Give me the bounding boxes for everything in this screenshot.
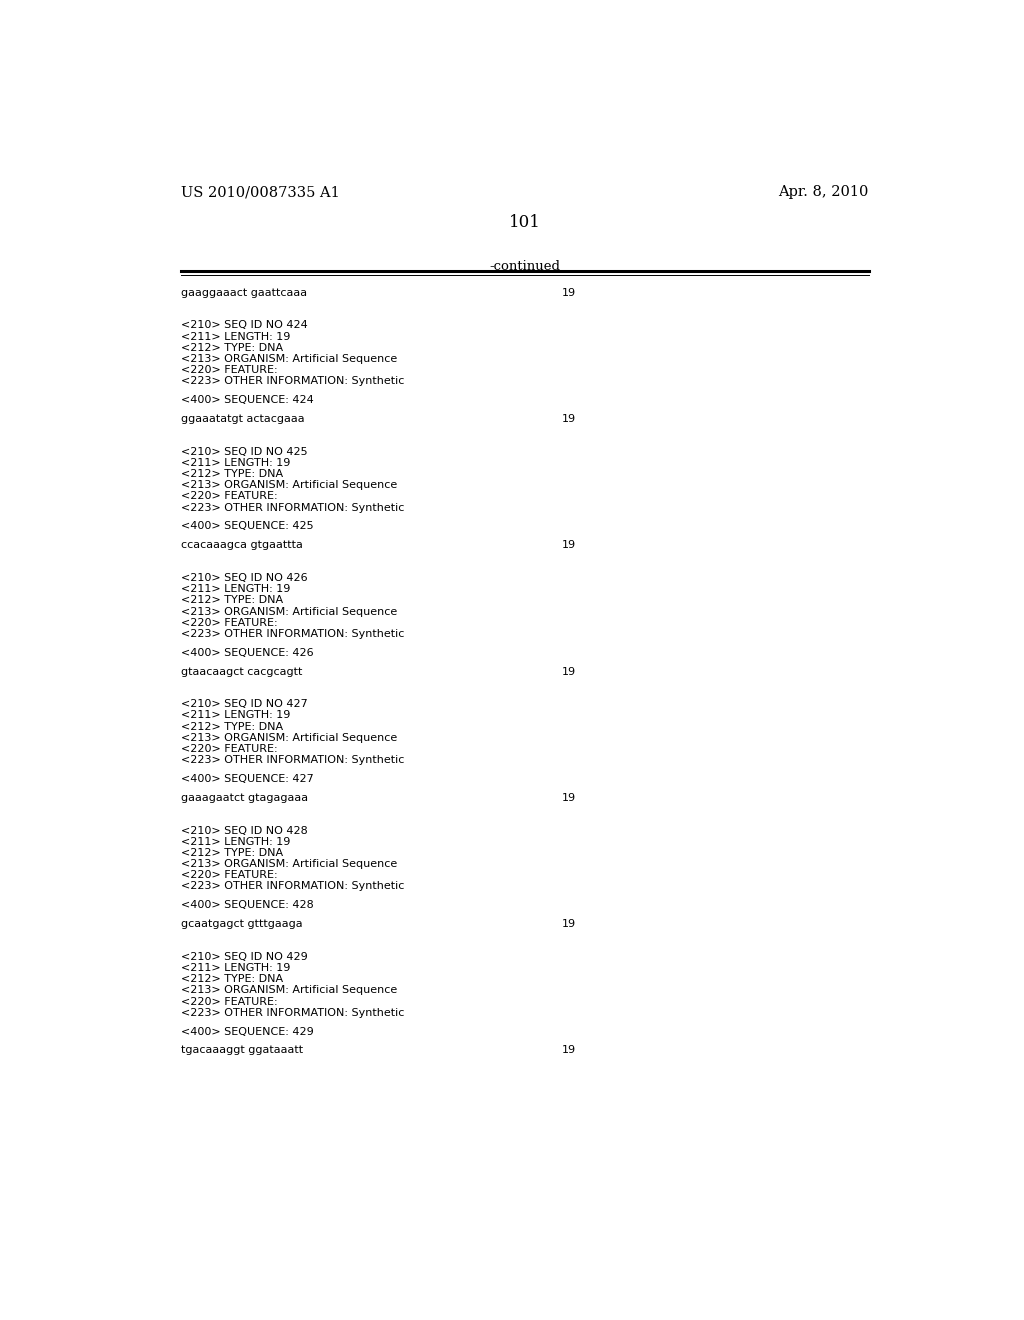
Text: <220> FEATURE:: <220> FEATURE: (180, 744, 278, 754)
Text: <213> ORGANISM: Artificial Sequence: <213> ORGANISM: Artificial Sequence (180, 859, 397, 869)
Text: <210> SEQ ID NO 427: <210> SEQ ID NO 427 (180, 700, 307, 709)
Text: <210> SEQ ID NO 429: <210> SEQ ID NO 429 (180, 952, 307, 962)
Text: US 2010/0087335 A1: US 2010/0087335 A1 (180, 185, 339, 199)
Text: <211> LENGTH: 19: <211> LENGTH: 19 (180, 710, 290, 721)
Text: <400> SEQUENCE: 426: <400> SEQUENCE: 426 (180, 648, 313, 657)
Text: 19: 19 (562, 540, 577, 550)
Text: <211> LENGTH: 19: <211> LENGTH: 19 (180, 837, 290, 846)
Text: <213> ORGANISM: Artificial Sequence: <213> ORGANISM: Artificial Sequence (180, 733, 397, 743)
Text: <220> FEATURE:: <220> FEATURE: (180, 997, 278, 1007)
Text: <210> SEQ ID NO 425: <210> SEQ ID NO 425 (180, 446, 307, 457)
Text: <212> TYPE: DNA: <212> TYPE: DNA (180, 974, 283, 985)
Text: <210> SEQ ID NO 428: <210> SEQ ID NO 428 (180, 825, 307, 836)
Text: <220> FEATURE:: <220> FEATURE: (180, 618, 278, 628)
Text: <220> FEATURE:: <220> FEATURE: (180, 491, 278, 502)
Text: gaaggaaact gaattcaaa: gaaggaaact gaattcaaa (180, 288, 307, 298)
Text: <213> ORGANISM: Artificial Sequence: <213> ORGANISM: Artificial Sequence (180, 985, 397, 995)
Text: 19: 19 (562, 919, 577, 929)
Text: gaaagaatct gtagagaaa: gaaagaatct gtagagaaa (180, 793, 308, 803)
Text: <220> FEATURE:: <220> FEATURE: (180, 366, 278, 375)
Text: <213> ORGANISM: Artificial Sequence: <213> ORGANISM: Artificial Sequence (180, 480, 397, 490)
Text: <400> SEQUENCE: 429: <400> SEQUENCE: 429 (180, 1027, 313, 1036)
Text: tgacaaaggt ggataaatt: tgacaaaggt ggataaatt (180, 1045, 303, 1056)
Text: 19: 19 (562, 667, 577, 677)
Text: <223> OTHER INFORMATION: Synthetic: <223> OTHER INFORMATION: Synthetic (180, 882, 404, 891)
Text: <223> OTHER INFORMATION: Synthetic: <223> OTHER INFORMATION: Synthetic (180, 376, 404, 387)
Text: <213> ORGANISM: Artificial Sequence: <213> ORGANISM: Artificial Sequence (180, 354, 397, 364)
Text: <211> LENGTH: 19: <211> LENGTH: 19 (180, 331, 290, 342)
Text: <223> OTHER INFORMATION: Synthetic: <223> OTHER INFORMATION: Synthetic (180, 1007, 404, 1018)
Text: <400> SEQUENCE: 425: <400> SEQUENCE: 425 (180, 521, 313, 532)
Text: 19: 19 (562, 1045, 577, 1056)
Text: ggaaatatgt actacgaaa: ggaaatatgt actacgaaa (180, 414, 304, 424)
Text: ccacaaagca gtgaattta: ccacaaagca gtgaattta (180, 540, 302, 550)
Text: 19: 19 (562, 414, 577, 424)
Text: <223> OTHER INFORMATION: Synthetic: <223> OTHER INFORMATION: Synthetic (180, 628, 404, 639)
Text: <213> ORGANISM: Artificial Sequence: <213> ORGANISM: Artificial Sequence (180, 607, 397, 616)
Text: <220> FEATURE:: <220> FEATURE: (180, 870, 278, 880)
Text: <212> TYPE: DNA: <212> TYPE: DNA (180, 595, 283, 606)
Text: <400> SEQUENCE: 427: <400> SEQUENCE: 427 (180, 774, 313, 784)
Text: -continued: -continued (489, 260, 560, 273)
Text: gtaacaagct cacgcagtt: gtaacaagct cacgcagtt (180, 667, 302, 677)
Text: <223> OTHER INFORMATION: Synthetic: <223> OTHER INFORMATION: Synthetic (180, 755, 404, 766)
Text: <223> OTHER INFORMATION: Synthetic: <223> OTHER INFORMATION: Synthetic (180, 503, 404, 512)
Text: <212> TYPE: DNA: <212> TYPE: DNA (180, 722, 283, 731)
Text: <210> SEQ ID NO 426: <210> SEQ ID NO 426 (180, 573, 307, 583)
Text: <212> TYPE: DNA: <212> TYPE: DNA (180, 847, 283, 858)
Text: <400> SEQUENCE: 424: <400> SEQUENCE: 424 (180, 395, 313, 405)
Text: <210> SEQ ID NO 424: <210> SEQ ID NO 424 (180, 321, 307, 330)
Text: <211> LENGTH: 19: <211> LENGTH: 19 (180, 964, 290, 973)
Text: <212> TYPE: DNA: <212> TYPE: DNA (180, 469, 283, 479)
Text: <400> SEQUENCE: 428: <400> SEQUENCE: 428 (180, 900, 313, 911)
Text: gcaatgagct gtttgaaga: gcaatgagct gtttgaaga (180, 919, 302, 929)
Text: <211> LENGTH: 19: <211> LENGTH: 19 (180, 458, 290, 467)
Text: 19: 19 (562, 793, 577, 803)
Text: Apr. 8, 2010: Apr. 8, 2010 (778, 185, 869, 199)
Text: 19: 19 (562, 288, 577, 298)
Text: <212> TYPE: DNA: <212> TYPE: DNA (180, 343, 283, 352)
Text: <211> LENGTH: 19: <211> LENGTH: 19 (180, 585, 290, 594)
Text: 101: 101 (509, 214, 541, 231)
